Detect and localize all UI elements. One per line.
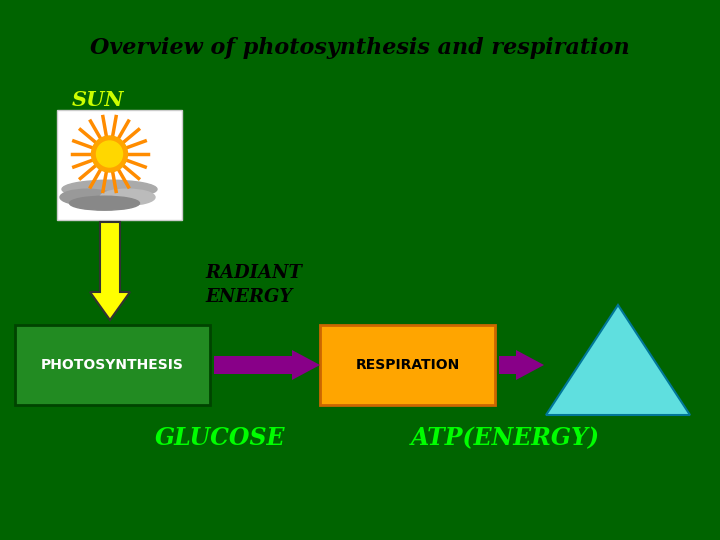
Text: SUN: SUN bbox=[72, 90, 125, 110]
Circle shape bbox=[96, 141, 122, 167]
Text: RESPIRATION: RESPIRATION bbox=[356, 358, 459, 372]
Ellipse shape bbox=[60, 189, 115, 205]
Ellipse shape bbox=[70, 196, 140, 210]
Polygon shape bbox=[546, 305, 690, 415]
FancyBboxPatch shape bbox=[15, 325, 210, 405]
Text: PHOTOSYNTHESIS: PHOTOSYNTHESIS bbox=[41, 358, 184, 372]
Text: CELL
ACTIVITIES: CELL ACTIVITIES bbox=[575, 353, 661, 384]
Text: ATP(ENERGY): ATP(ENERGY) bbox=[410, 426, 600, 450]
FancyBboxPatch shape bbox=[57, 110, 182, 220]
Polygon shape bbox=[214, 350, 320, 380]
Polygon shape bbox=[499, 350, 544, 380]
Circle shape bbox=[91, 136, 127, 172]
Polygon shape bbox=[90, 222, 130, 320]
Text: RADIANT
ENERGY: RADIANT ENERGY bbox=[205, 264, 302, 306]
Text: Overview of photosynthesis and respiration: Overview of photosynthesis and respirati… bbox=[90, 37, 630, 59]
Ellipse shape bbox=[100, 189, 155, 205]
Text: GLUCOSE: GLUCOSE bbox=[155, 426, 285, 450]
FancyBboxPatch shape bbox=[320, 325, 495, 405]
Ellipse shape bbox=[62, 180, 157, 198]
